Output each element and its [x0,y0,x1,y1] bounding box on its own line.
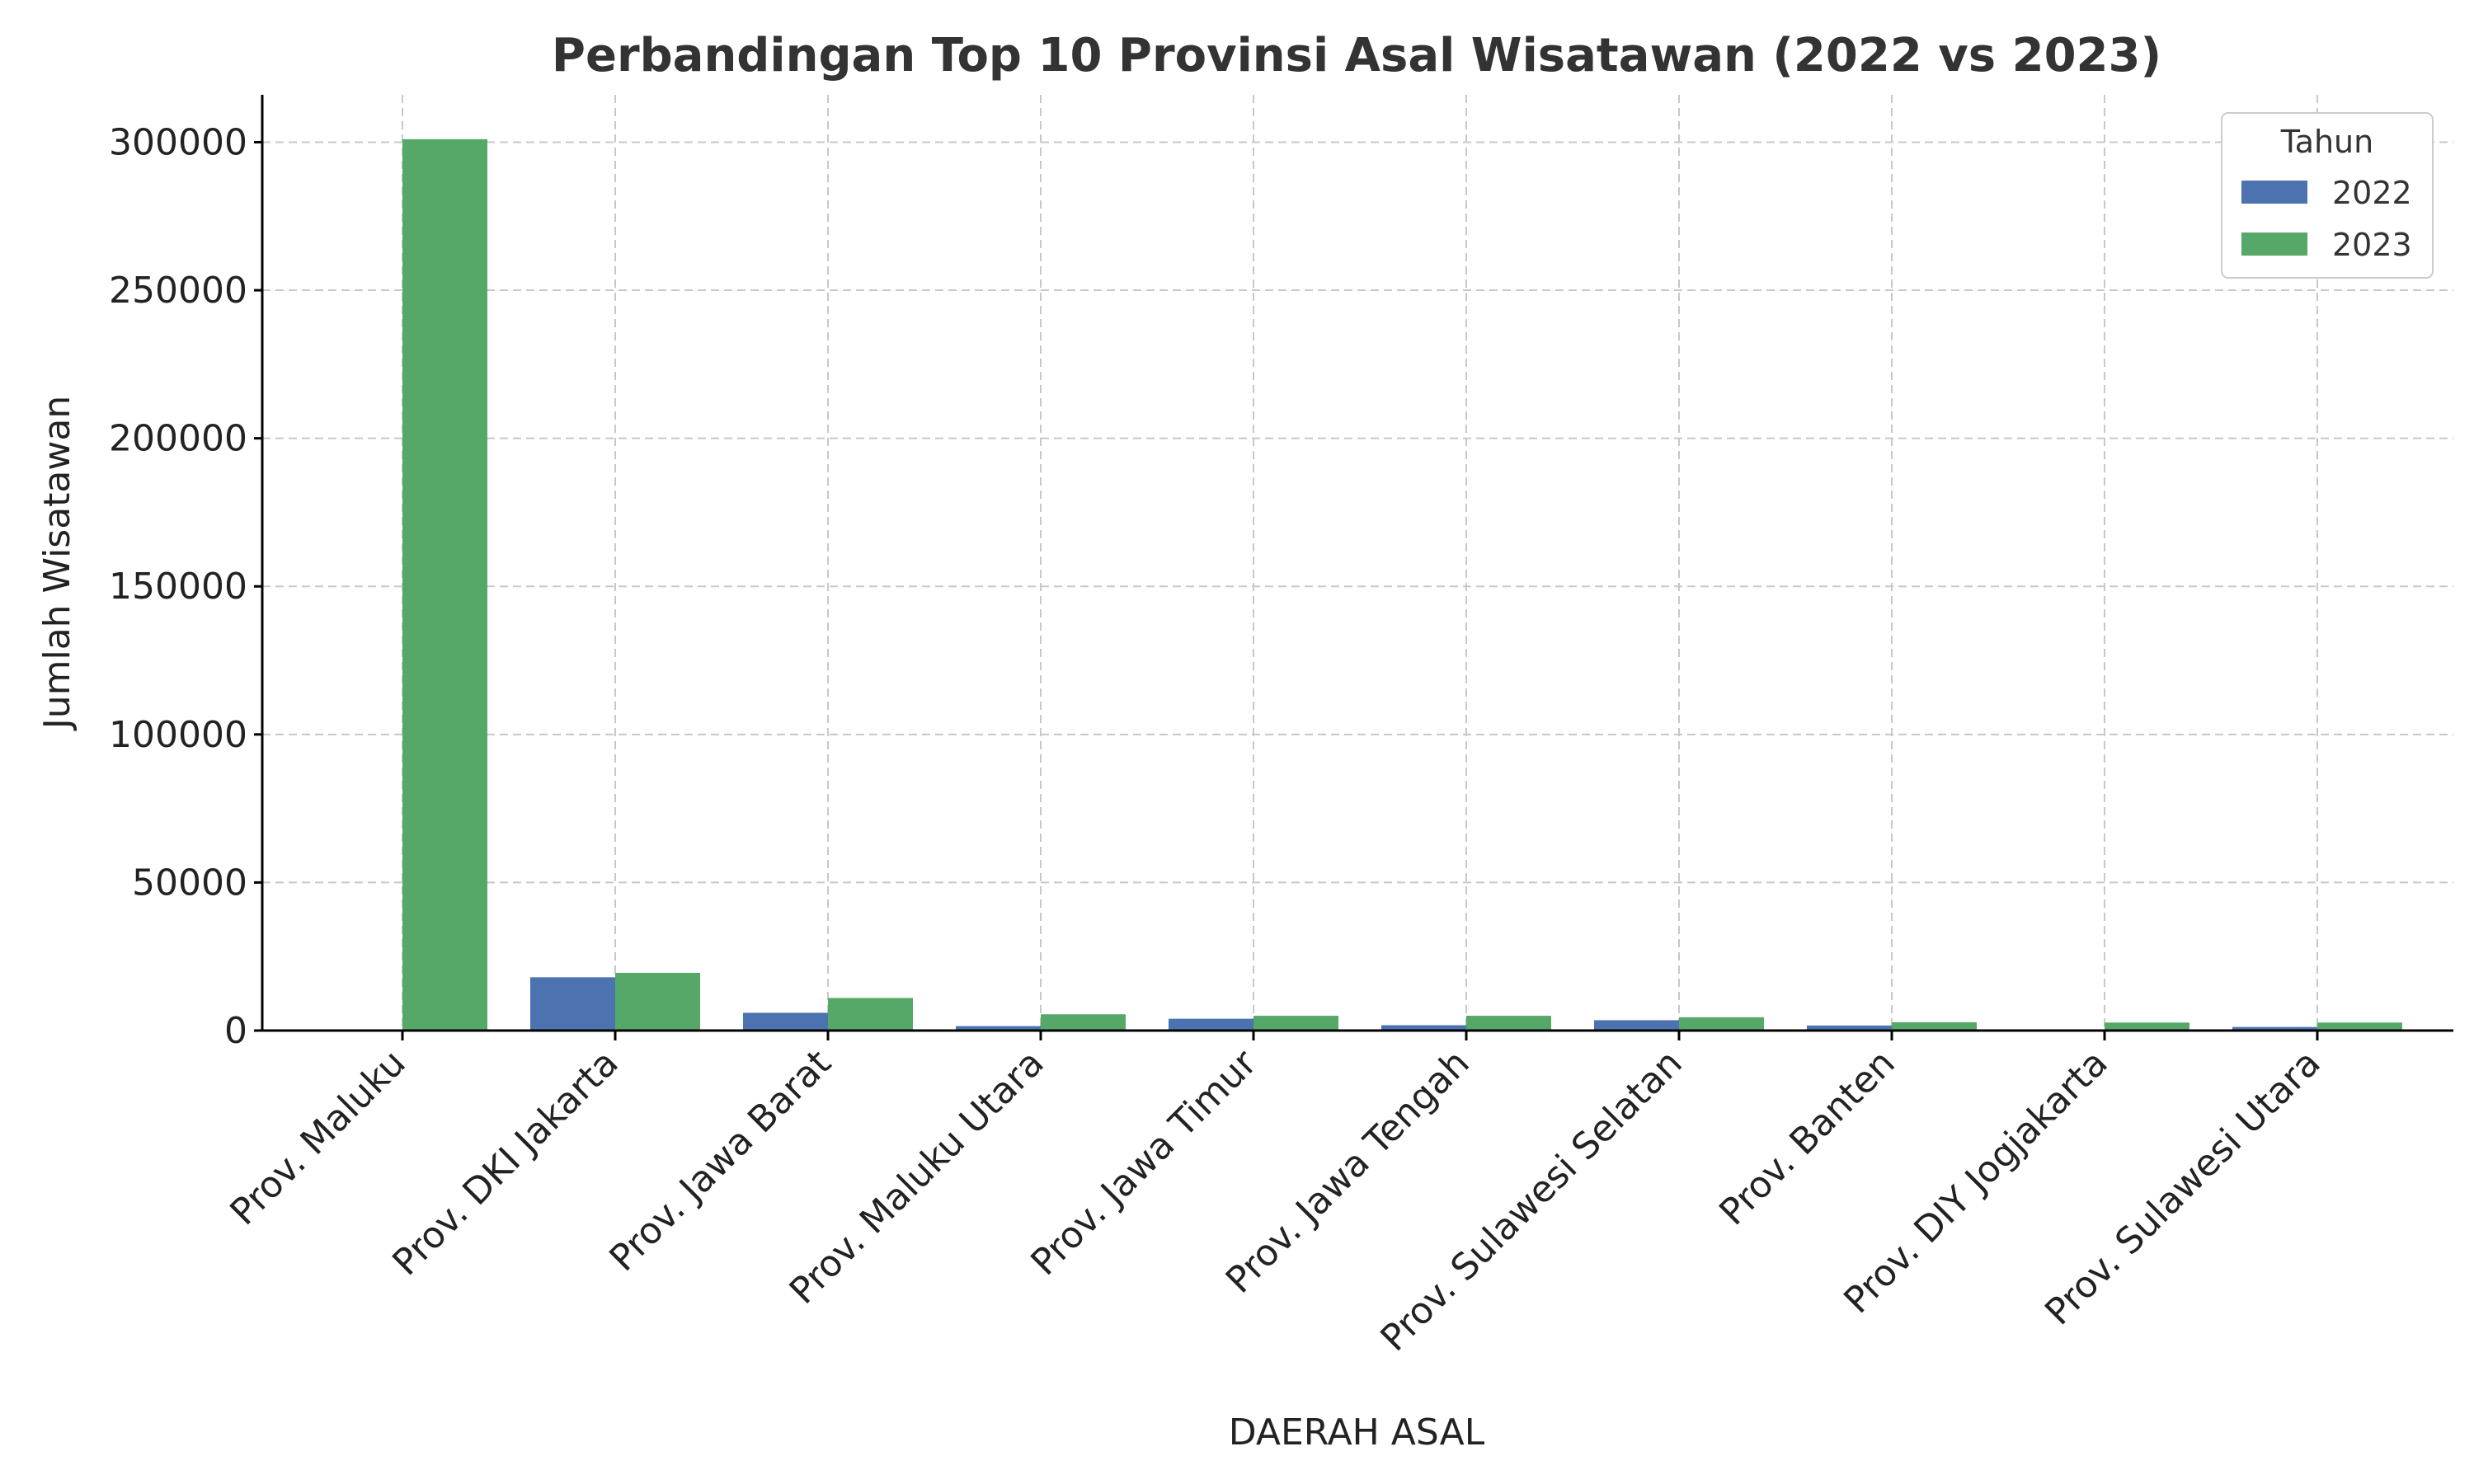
y-tick-label: 100000 [109,714,247,756]
y-tick-label: 200000 [109,418,247,460]
bar-2022-4 [956,1026,1041,1031]
bar-2023-9 [2105,1022,2189,1031]
bar-2023-1 [402,139,487,1031]
bar-2022-3 [743,1012,828,1031]
axes [261,95,2453,1032]
legend: Tahun 2022 2023 [2221,112,2434,279]
legend-label-2022: 2022 [2332,175,2412,211]
y-axis-label: Jumlah Wisatawan [36,396,78,732]
x-tick-label: Prov. Jawa Barat [601,1042,839,1280]
y-tick-label: 250000 [109,270,247,312]
grid [262,95,2453,1031]
bar-2022-7 [1594,1020,1679,1031]
y-tick-label: 150000 [109,566,247,608]
bar-2022-6 [1381,1025,1466,1031]
bar-2023-10 [2317,1022,2402,1031]
legend-title: Tahun [2280,124,2373,160]
bar-2023-8 [1892,1021,1977,1031]
x-tick-label: Prov. DKI Jakarta [384,1042,626,1284]
x-tick-label: Prov. Maluku [223,1042,414,1233]
bar-2023-4 [1041,1014,1126,1031]
bar-2022-2 [530,977,615,1031]
x-tick-label: Prov. Jawa Tengah [1218,1042,1478,1302]
y-tick-label: 50000 [132,862,247,904]
bar-2023-6 [1466,1016,1551,1031]
bar-2023-3 [828,998,913,1031]
y-tick-label: 300000 [109,121,247,163]
bars [402,139,2402,1031]
y-tick-label: 0 [224,1010,247,1052]
x-axis-label: DAERAH ASAL [1229,1411,1485,1453]
legend-swatch-2023 [2241,232,2307,256]
x-tick-label: Prov. Jawa Timur [1023,1041,1265,1284]
x-tick-label: Prov. Banten [1711,1042,1903,1233]
bar-2023-5 [1253,1016,1338,1031]
bar-2023-7 [1679,1017,1764,1031]
bar-2023-2 [615,972,700,1031]
bar-2022-5 [1169,1018,1253,1031]
chart-title: Perbandingan Top 10 Provinsi Asal Wisata… [552,29,2161,82]
legend-label-2023: 2023 [2332,227,2412,263]
bar-2022-10 [2232,1026,2317,1031]
legend-swatch-2022 [2241,181,2307,204]
y-ticks: 0 50000 100000 150000 200000 250000 300000 [109,121,262,1052]
bar-2022-8 [1807,1025,1892,1031]
